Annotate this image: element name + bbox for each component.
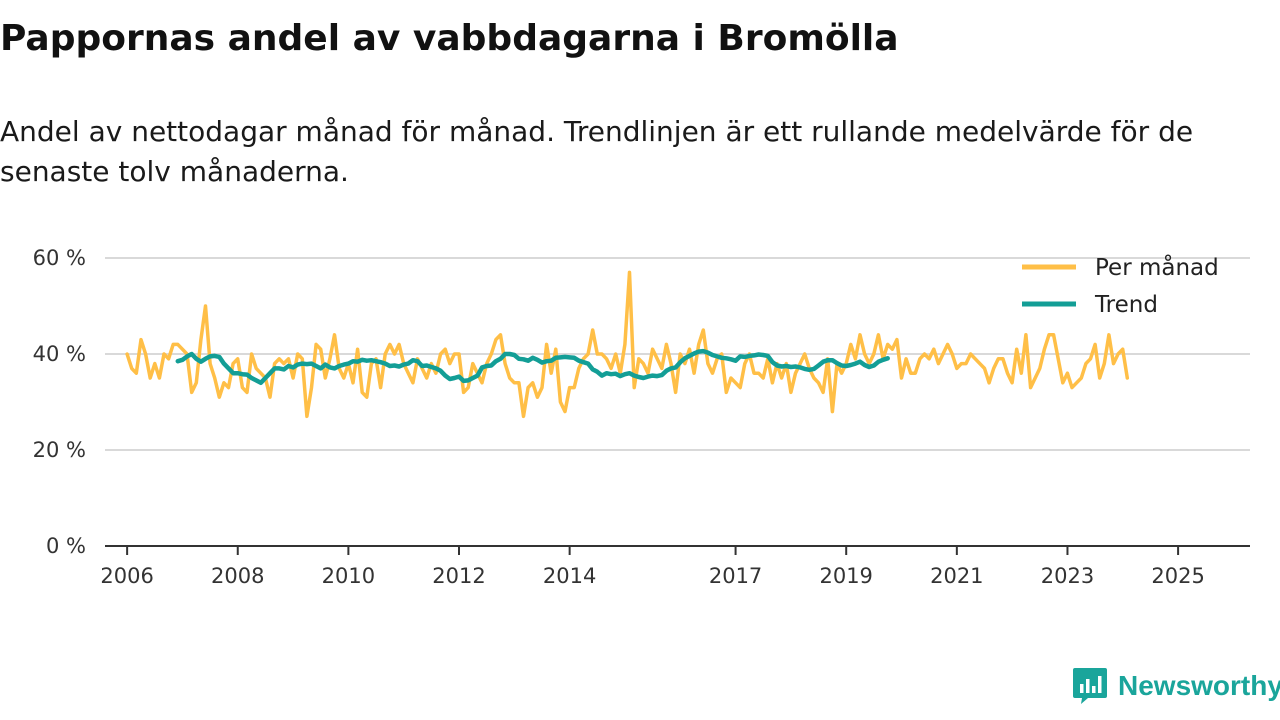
x-tick-label: 2025 [1151,564,1204,588]
legend-label-monthly: Per månad [1095,253,1219,281]
x-tick-label: 2012 [432,564,485,588]
x-tick-label: 2021 [930,564,983,588]
x-tick-label: 2014 [543,564,596,588]
gridlines [105,257,1250,451]
x-tick-label: 2023 [1041,564,1094,588]
y-tick-label: 20 % [33,438,86,462]
chart-subtitle: Andel av nettodagar månad för månad. Tre… [0,115,1194,188]
brand-name: Newsworthy [1118,670,1280,701]
newsworthy-logo[interactable]: Newsworthy [1072,667,1280,705]
legend: Per månad Trend [1022,253,1219,318]
chart-title: Pappornas andel av vabbdagarna i Bromöll… [0,18,899,59]
bar-chart-icon [1073,668,1107,704]
series-line-monthly [125,270,1130,419]
x-tick-label: 2006 [100,564,153,588]
y-tick-label: 60 % [33,246,86,270]
x-tick-label: 2019 [819,564,872,588]
x-tick-label: 2010 [322,564,375,588]
series-lines [125,270,1130,419]
series-line-trend [175,348,890,386]
x-tick-label: 2017 [709,564,762,588]
y-tick-label: 40 % [33,342,86,366]
line-chart: 0 % 20 % 40 % 60 % 2006 2008 2010 2012 2014 2017… [33,246,1250,588]
y-axis: 0 % 20 % 40 % 60 % [33,246,86,558]
y-tick-label: 0 % [46,534,86,558]
x-tick-label: 2008 [211,564,264,588]
x-axis: 2006 2008 2010 2012 2014 2017 2019 2021 2023 2025 [100,545,1250,588]
legend-label-trend: Trend [1094,292,1158,318]
